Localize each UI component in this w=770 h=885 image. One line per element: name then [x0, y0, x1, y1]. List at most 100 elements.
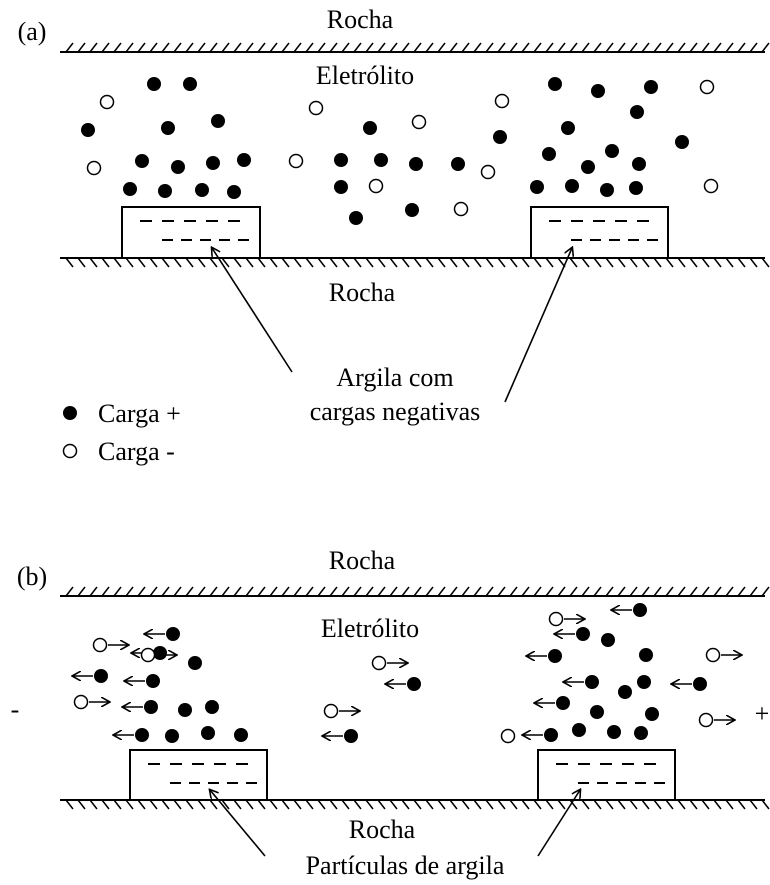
negative-charge-ion	[494, 93, 510, 109]
hatch	[185, 42, 194, 53]
positive-charge	[234, 728, 248, 742]
positive-charge	[123, 182, 137, 196]
hatch	[209, 799, 218, 810]
hatch	[749, 42, 758, 53]
negative-charge-ion	[480, 164, 496, 180]
positive-charge	[344, 729, 358, 743]
hatch	[137, 799, 146, 810]
hatch	[137, 42, 146, 53]
hatch	[65, 257, 74, 268]
hatch	[437, 42, 446, 53]
hatch	[389, 799, 398, 810]
hatch	[269, 257, 278, 268]
hatch	[485, 586, 494, 597]
hatch	[377, 257, 386, 268]
hatch	[185, 257, 194, 268]
hatch	[533, 586, 542, 597]
positive-charge	[144, 700, 158, 714]
hatch	[665, 799, 674, 810]
hatch	[593, 257, 602, 268]
positive-charge	[237, 153, 251, 167]
positive-charge	[153, 646, 167, 660]
positive-charge	[374, 153, 388, 167]
hatch	[125, 799, 134, 810]
hatch	[89, 799, 98, 810]
hatch	[173, 42, 182, 53]
hatch	[101, 586, 110, 597]
hatch	[173, 586, 182, 597]
hatch	[149, 42, 158, 53]
hatch	[257, 257, 266, 268]
hatch	[77, 257, 86, 268]
hatch	[413, 586, 422, 597]
positive-charge	[645, 707, 659, 721]
hatch	[245, 586, 254, 597]
hatch	[629, 257, 638, 268]
hatch	[401, 799, 410, 810]
hatch	[317, 257, 326, 268]
hatch	[641, 42, 650, 53]
hatch	[437, 257, 446, 268]
positive-charge	[544, 728, 558, 742]
hatch	[161, 42, 170, 53]
hatch	[377, 799, 386, 810]
hatch	[221, 42, 230, 53]
hatch	[557, 799, 566, 810]
hatch	[461, 42, 470, 53]
positive-charge	[178, 703, 192, 717]
hatch	[677, 799, 686, 810]
positive-charge	[147, 77, 161, 91]
hatch	[629, 586, 638, 597]
hatch	[521, 42, 530, 53]
hatch	[533, 257, 542, 268]
hatch	[653, 42, 662, 53]
hatch	[317, 799, 326, 810]
hatch	[677, 586, 686, 597]
hatch	[149, 257, 158, 268]
hatch	[353, 799, 362, 810]
hatch	[605, 799, 614, 810]
hatch	[581, 799, 590, 810]
hatch	[725, 257, 734, 268]
hatch	[545, 42, 554, 53]
positive-charge	[206, 156, 220, 170]
hatch	[641, 586, 650, 597]
hatch	[341, 799, 350, 810]
positive-charge	[493, 130, 507, 144]
hatch	[125, 257, 134, 268]
pointer-arrow	[210, 790, 266, 857]
hatch	[341, 257, 350, 268]
hatch	[461, 257, 470, 268]
positive-charge	[644, 80, 658, 94]
positive-charge	[81, 123, 95, 137]
hatch	[305, 586, 314, 597]
positive-charge	[581, 160, 595, 174]
hatch	[713, 42, 722, 53]
positive-charge	[565, 179, 579, 193]
hatch	[221, 586, 230, 597]
annotation: cargas negativas	[310, 397, 481, 426]
panel-label: (a)	[18, 17, 47, 46]
hatch	[605, 586, 614, 597]
positive-charge	[135, 728, 149, 742]
hatch	[689, 42, 698, 53]
hatch	[617, 42, 626, 53]
hatch	[737, 799, 746, 810]
positive-charge	[618, 685, 632, 699]
hatch	[605, 42, 614, 53]
hatch	[113, 257, 122, 268]
hatch	[677, 257, 686, 268]
polarity: -	[11, 695, 20, 724]
negative-charge-ion	[288, 153, 304, 169]
hatch	[665, 257, 674, 268]
hatch	[533, 799, 542, 810]
hatch	[485, 799, 494, 810]
hatch	[197, 42, 206, 53]
hatch	[449, 586, 458, 597]
hatch	[197, 257, 206, 268]
hatch	[737, 42, 746, 53]
hatch	[197, 799, 206, 810]
negative-charge-ion	[308, 100, 324, 116]
hatch	[305, 42, 314, 53]
